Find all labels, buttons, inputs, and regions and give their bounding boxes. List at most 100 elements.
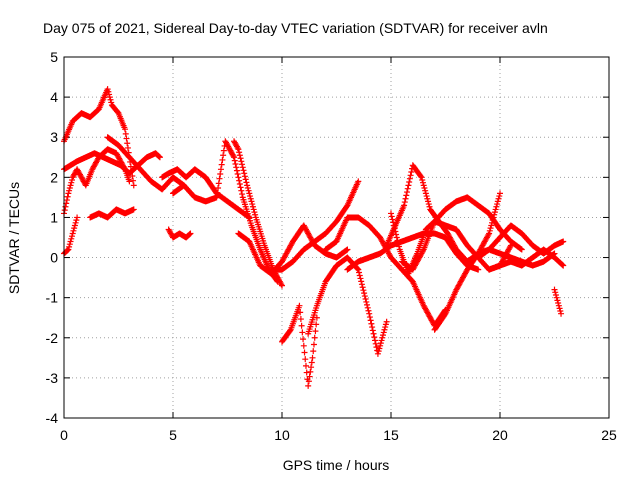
data-point	[234, 144, 241, 151]
data-point	[310, 348, 317, 355]
data-point	[423, 193, 430, 200]
y-tick-label: -4	[46, 410, 59, 426]
data-point	[354, 265, 361, 272]
x-tick-label: 0	[60, 427, 68, 443]
x-axis-label: GPS time / hours	[283, 457, 390, 473]
data-point	[388, 213, 395, 220]
data-point	[408, 168, 415, 175]
data-point	[555, 302, 562, 309]
data-point	[426, 203, 433, 210]
data-point	[389, 216, 396, 223]
data-point	[214, 189, 221, 196]
data-point	[243, 179, 250, 186]
data-point	[296, 302, 303, 309]
data-point	[106, 91, 113, 98]
data-point	[219, 156, 226, 163]
data-point	[407, 172, 414, 179]
data-point	[238, 158, 245, 165]
data-point	[422, 190, 429, 197]
series-arc-8	[165, 226, 194, 241]
chart-title: Day 075 of 2021, Sidereal Day-to-day VTE…	[43, 20, 548, 36]
data-point	[419, 247, 426, 254]
y-tick-label: 3	[50, 129, 58, 145]
data-point	[244, 185, 251, 192]
data-point	[297, 316, 304, 323]
data-point	[122, 126, 129, 133]
data-point	[249, 201, 256, 208]
data-point	[239, 164, 246, 171]
data-point	[552, 289, 559, 296]
data-point	[344, 246, 351, 253]
data-point	[358, 281, 365, 288]
data-point	[406, 179, 413, 186]
data-point	[237, 184, 244, 191]
data-point	[250, 206, 257, 213]
data-point	[104, 86, 111, 93]
data-point	[376, 345, 383, 352]
data-point	[379, 334, 386, 341]
data-point	[105, 88, 112, 95]
data-point	[235, 146, 242, 153]
series-arc-23	[551, 286, 565, 317]
data-point	[486, 227, 493, 234]
x-tick-label: 25	[601, 427, 617, 443]
data-point	[216, 175, 223, 182]
data-point	[475, 266, 482, 273]
data-point	[392, 228, 399, 235]
data-point	[70, 227, 77, 234]
data-point	[488, 222, 495, 229]
data-point	[507, 243, 514, 250]
data-point	[312, 328, 319, 335]
data-point	[494, 198, 501, 205]
data-point	[73, 217, 80, 224]
data-point	[425, 201, 432, 208]
y-tick-label: 2	[50, 169, 58, 185]
data-point	[492, 206, 499, 213]
data-point	[244, 182, 251, 189]
data-point	[401, 199, 408, 206]
data-point	[367, 317, 374, 324]
data-point	[217, 166, 224, 173]
data-point	[491, 209, 498, 216]
data-point	[370, 330, 377, 337]
data-point	[313, 321, 320, 328]
data-point	[494, 201, 501, 208]
data-point	[556, 305, 563, 312]
data-point	[358, 278, 365, 285]
series-arc-20	[431, 246, 558, 333]
data-point	[307, 368, 314, 375]
data-point	[235, 174, 242, 181]
data-point	[310, 341, 317, 348]
x-tick-label: 5	[169, 427, 177, 443]
data-point	[65, 246, 72, 253]
data-point	[62, 203, 69, 210]
data-point	[391, 225, 398, 232]
data-point	[230, 152, 237, 159]
data-point	[233, 167, 240, 174]
data-point	[381, 326, 388, 333]
data-point	[215, 180, 222, 187]
data-point	[552, 291, 559, 298]
series-arc-5	[87, 206, 137, 221]
data-point	[403, 192, 410, 199]
data-point	[63, 197, 70, 204]
y-tick-label: 0	[50, 250, 58, 266]
data-point	[303, 369, 310, 376]
data-point	[403, 189, 410, 196]
data-point	[390, 222, 397, 229]
data-point	[487, 225, 494, 232]
data-point	[215, 185, 222, 192]
data-point	[156, 154, 163, 161]
data-point	[555, 300, 562, 307]
data-point	[252, 211, 259, 218]
data-point	[382, 321, 389, 328]
data-point	[394, 237, 401, 244]
data-point	[308, 359, 315, 366]
data-point	[359, 284, 366, 291]
data-point	[486, 230, 493, 237]
data-point	[241, 173, 248, 180]
data-point	[373, 344, 380, 351]
data-point	[421, 185, 428, 192]
data-point	[64, 193, 71, 200]
data-point	[422, 187, 429, 194]
